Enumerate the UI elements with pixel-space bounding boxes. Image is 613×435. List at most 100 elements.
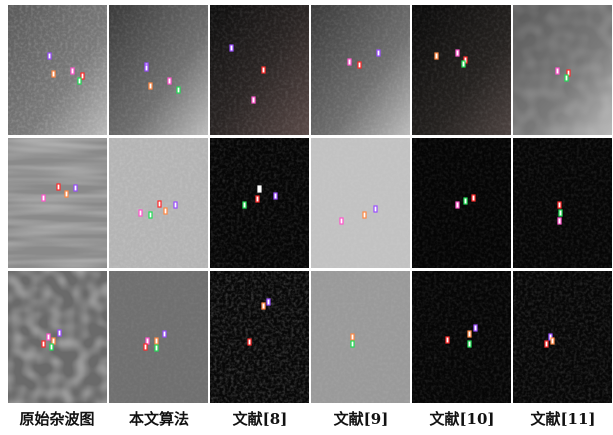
image-tile: [8, 271, 107, 403]
target-box: [464, 198, 467, 204]
tile-texture: [109, 5, 208, 135]
target-box: [363, 212, 366, 218]
target-box: [48, 53, 51, 59]
image-tile: [513, 271, 612, 403]
target-box: [57, 184, 60, 190]
tile-texture: [311, 138, 410, 268]
figure: 原始杂波图 本文算法 文献[8] 文献[9] 文献[10] 文献[11]: [0, 0, 613, 435]
target-box: [155, 345, 158, 351]
target-box: [158, 201, 161, 207]
target-box: [348, 59, 351, 65]
target-box: [377, 50, 380, 56]
tile-texture: [210, 5, 309, 135]
tile-texture: [311, 5, 410, 135]
target-box: [545, 341, 548, 347]
image-grid: [8, 5, 612, 403]
target-box: [274, 193, 277, 199]
target-box: [144, 344, 147, 350]
target-box: [248, 339, 251, 345]
target-box: [468, 341, 471, 347]
target-box: [559, 210, 562, 216]
target-box: [446, 337, 449, 343]
image-tile: [513, 5, 612, 135]
tile-texture: [8, 5, 107, 135]
image-tile: [412, 138, 511, 268]
target-box: [177, 87, 180, 93]
target-box: [164, 208, 167, 214]
target-box: [267, 299, 270, 305]
image-tile: [210, 271, 309, 403]
image-tile: [311, 271, 410, 403]
target-box: [243, 202, 246, 208]
target-box: [374, 206, 377, 212]
target-box: [174, 202, 177, 208]
column-label: 原始杂波图: [19, 410, 94, 428]
target-box: [52, 71, 55, 77]
column-label: 文献[9]: [334, 410, 389, 428]
image-tile: [210, 5, 309, 135]
target-box: [168, 78, 171, 84]
target-box: [435, 53, 438, 59]
column-label: 文献[10]: [429, 410, 494, 428]
target-box: [145, 65, 148, 71]
target-box: [155, 338, 158, 344]
column-label: 本文算法: [129, 410, 189, 428]
tile-texture: [513, 5, 612, 135]
column-labels: 原始杂波图 本文算法 文献[8] 文献[9] 文献[10] 文献[11]: [19, 410, 595, 428]
target-box: [456, 50, 459, 56]
image-tile: [412, 271, 511, 403]
image-tile: [109, 5, 208, 135]
target-box: [262, 67, 265, 73]
image-tile: [412, 5, 511, 135]
image-tile: [311, 5, 410, 135]
image-tile: [210, 138, 309, 268]
target-box: [558, 202, 561, 208]
tile-texture: [8, 271, 107, 403]
target-box: [351, 334, 354, 340]
target-box: [149, 83, 152, 89]
target-box: [47, 334, 50, 340]
tile-texture: [513, 271, 612, 403]
target-box: [252, 97, 255, 103]
column-label: 文献[11]: [530, 410, 595, 428]
target-box: [558, 218, 561, 224]
tile-texture: [412, 271, 511, 403]
target-box: [58, 330, 61, 336]
target-box: [565, 75, 568, 81]
tile-texture: [210, 138, 309, 268]
image-tile: [109, 138, 208, 268]
target-box: [65, 191, 68, 197]
target-box: [78, 78, 81, 84]
target-box: [230, 45, 233, 51]
image-tile: [8, 5, 107, 135]
target-box: [42, 195, 45, 201]
target-box: [71, 68, 74, 74]
tile-texture: [412, 5, 511, 135]
target-box: [551, 338, 554, 344]
target-box: [42, 341, 45, 347]
target-box: [262, 303, 265, 309]
target-box: [149, 212, 152, 218]
target-box: [146, 338, 149, 344]
image-tile: [513, 138, 612, 268]
target-box: [258, 186, 261, 192]
target-box: [139, 210, 142, 216]
target-box: [52, 338, 55, 344]
tile-texture: [210, 271, 309, 403]
tile-texture: [513, 138, 612, 268]
target-box: [358, 62, 361, 68]
target-box: [556, 68, 559, 74]
target-box: [456, 202, 459, 208]
target-box: [474, 325, 477, 331]
target-box: [472, 195, 475, 201]
column-label: 文献[8]: [233, 410, 288, 428]
image-tile: [311, 138, 410, 268]
target-box: [468, 331, 471, 337]
image-tile: [8, 138, 107, 268]
target-box: [50, 344, 53, 350]
tile-texture: [8, 138, 107, 268]
target-box: [163, 331, 166, 337]
tile-texture: [109, 271, 208, 403]
tile-texture: [412, 138, 511, 268]
target-box: [462, 61, 465, 67]
